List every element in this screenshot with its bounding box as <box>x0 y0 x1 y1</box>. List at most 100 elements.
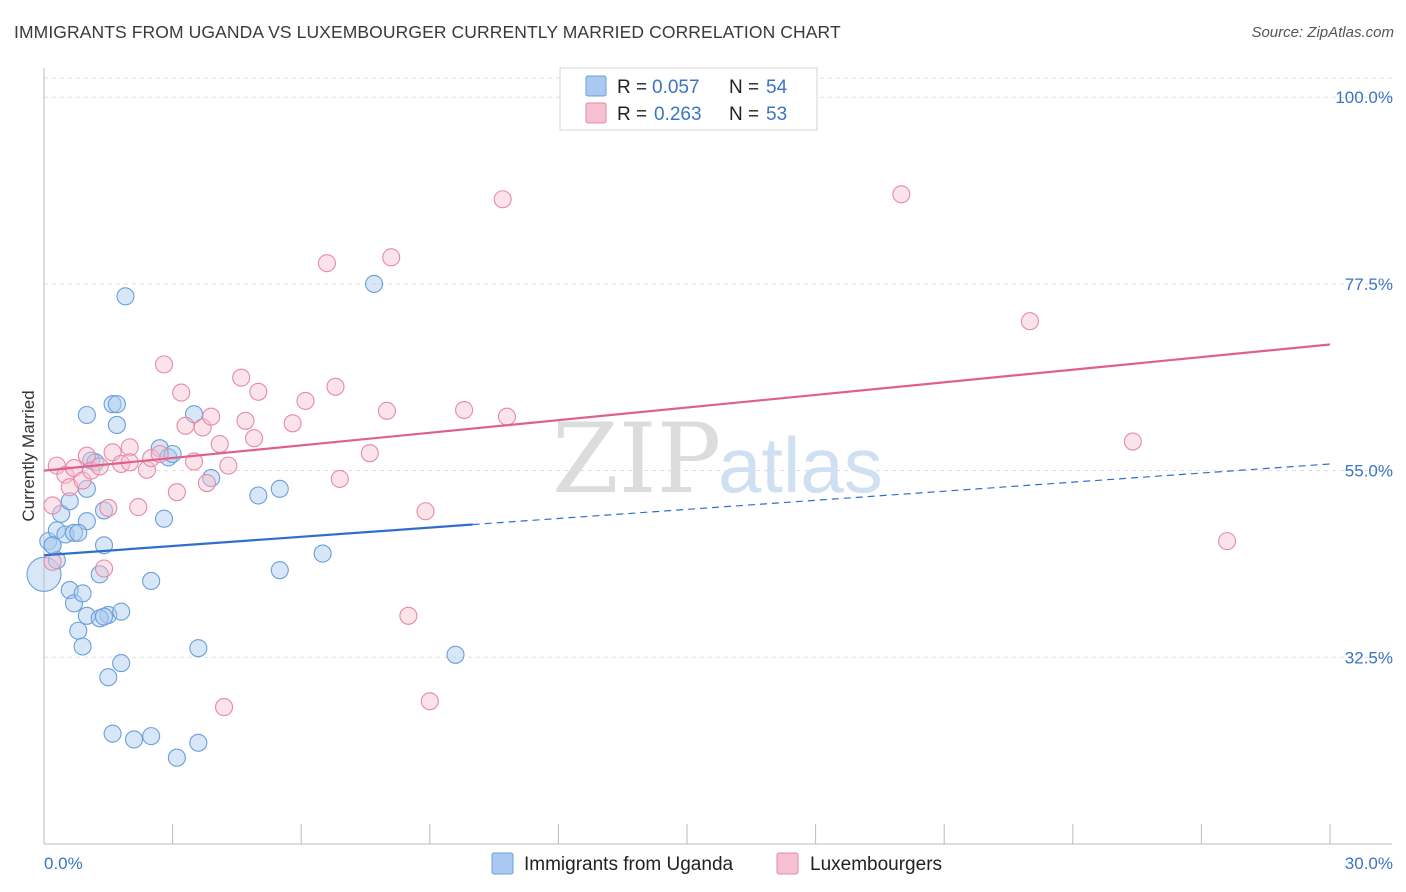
luxembourgers-point <box>99 498 118 517</box>
luxembourgers-point <box>202 407 221 426</box>
uganda-point <box>26 556 62 592</box>
trend-lines <box>43 343 1331 557</box>
uganda-point <box>116 287 135 306</box>
uganda-point <box>73 637 92 656</box>
luxembourgers-point <box>43 496 62 515</box>
luxembourgers-point <box>1020 312 1039 331</box>
legend-n-label: N = <box>729 104 759 125</box>
y-tick-labels: 32.5% 55.0% 77.5% 100.0% <box>1335 88 1393 667</box>
uganda-point <box>99 668 118 687</box>
luxembourgers-point <box>360 444 379 463</box>
y-axis-label: Currently Married <box>19 390 38 521</box>
stats-legend: R = 0.057 N = 54 R = 0.263 N = 53 <box>559 67 818 131</box>
uganda-point <box>69 621 88 640</box>
luxembourgers-point <box>330 469 349 488</box>
luxembourgers-point <box>317 254 336 273</box>
uganda-point <box>313 544 332 563</box>
luxembourgers-point <box>244 429 264 448</box>
uganda-point <box>142 571 161 591</box>
uganda-point <box>446 645 465 664</box>
source-credit: Source: ZipAtlas.com <box>1251 24 1394 41</box>
legend-label-uganda: Immigrants from Uganda <box>524 854 734 875</box>
luxembourgers-point <box>493 190 512 209</box>
luxembourgers-point <box>210 434 229 454</box>
uganda-point <box>189 639 208 658</box>
legend-swatch-uganda <box>491 852 514 875</box>
luxembourgers-point <box>382 248 401 267</box>
x-tick-label-max: 30.0% <box>1345 854 1393 873</box>
luxembourgers-point <box>219 456 238 475</box>
watermark-atlas: atlas <box>718 421 883 509</box>
uganda-point <box>94 607 114 626</box>
luxembourgers-trend-line <box>43 343 1331 472</box>
y-tick-label: 55.0% <box>1345 462 1393 481</box>
legend-r-label: R = <box>617 104 647 125</box>
luxembourgers-point <box>296 391 315 410</box>
luxembourgers-point <box>94 559 114 578</box>
axes <box>43 68 1392 845</box>
legend-n-label: N = <box>729 77 759 98</box>
uganda-point <box>43 536 62 555</box>
uganda-point <box>69 523 88 542</box>
luxembourgers-point <box>236 411 255 430</box>
uganda-point <box>142 727 161 746</box>
luxembourgers-point <box>377 401 396 420</box>
chart-title: IMMIGRANTS FROM UGANDA VS LUXEMBOURGER C… <box>14 22 841 42</box>
luxembourgers-point <box>167 483 186 502</box>
uganda-point <box>167 748 186 767</box>
uganda-point <box>107 415 126 435</box>
luxembourgers-point <box>249 382 268 401</box>
uganda-point <box>270 561 289 580</box>
uganda-point <box>94 536 114 555</box>
luxembourgers-point <box>1123 432 1142 451</box>
luxembourgers-point <box>129 498 148 517</box>
uganda-point <box>77 405 96 425</box>
uganda-point <box>154 509 174 528</box>
uganda-trend-line <box>43 523 473 557</box>
x-tick-marks <box>43 824 1331 844</box>
uganda-point <box>73 584 92 603</box>
series-luxembourgers-points <box>43 185 1237 717</box>
luxembourgers-point <box>77 446 96 465</box>
x-tick-label-min: 0.0% <box>44 854 83 873</box>
legend-swatch-luxembourgers <box>776 852 799 875</box>
legend-r-value: 0.263 <box>654 104 702 125</box>
series-uganda-points <box>26 274 465 767</box>
legend-r-label: R = <box>617 77 647 98</box>
series-legend: Immigrants from Uganda Luxembourgers <box>491 852 942 875</box>
legend-label-luxembourgers: Luxembourgers <box>810 854 942 875</box>
luxembourgers-point <box>892 185 911 204</box>
uganda-point <box>189 733 208 752</box>
uganda-point <box>103 724 122 743</box>
uganda-point <box>64 523 84 542</box>
luxembourgers-point <box>497 407 517 426</box>
uganda-point <box>112 654 131 673</box>
luxembourgers-point <box>283 414 302 433</box>
watermark-zip: ZIP <box>552 403 721 515</box>
legend-swatch-uganda <box>585 75 607 97</box>
luxembourgers-point <box>326 377 345 396</box>
luxembourgers-point <box>154 355 174 374</box>
luxembourgers-point <box>399 606 418 625</box>
uganda-point <box>365 274 384 293</box>
luxembourgers-point <box>416 502 435 521</box>
y-tick-label: 32.5% <box>1345 648 1393 667</box>
gridlines <box>44 77 1392 658</box>
uganda-point <box>60 492 79 511</box>
y-tick-label: 100.0% <box>1335 88 1393 107</box>
legend-n-value: 53 <box>766 104 787 125</box>
luxembourgers-point <box>172 383 191 402</box>
legend-r-value: 0.057 <box>652 77 700 98</box>
luxembourgers-point <box>1218 532 1237 551</box>
uganda-point <box>103 395 122 414</box>
legend-swatch-luxembourgers <box>585 102 607 124</box>
luxembourgers-point <box>214 698 234 717</box>
luxembourgers-point <box>43 552 62 571</box>
luxembourgers-point <box>455 400 474 420</box>
luxembourgers-point <box>176 416 195 435</box>
luxembourgers-point <box>232 368 251 387</box>
uganda-point <box>270 479 289 498</box>
uganda-point <box>112 602 131 621</box>
uganda-point <box>249 486 268 505</box>
